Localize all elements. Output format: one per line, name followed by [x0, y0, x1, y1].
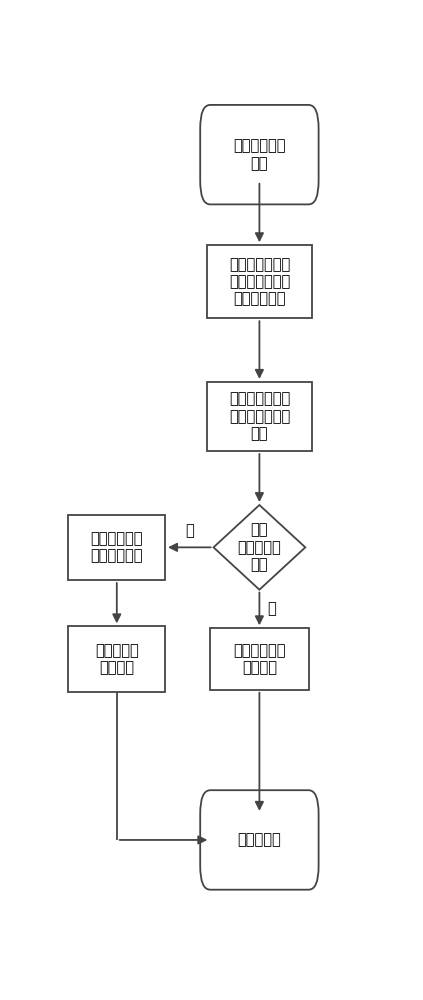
- Text: 扫描车牌图像，
识别其车牌号，
并编码成数据: 扫描车牌图像， 识别其车牌号， 并编码成数据: [229, 257, 290, 307]
- Text: 验证
是否为注册
车辆: 验证 是否为注册 车辆: [238, 522, 281, 572]
- Text: 否: 否: [185, 523, 194, 538]
- Text: 开启闸道机并
存储数据: 开启闸道机并 存储数据: [233, 643, 286, 675]
- Text: 是: 是: [268, 601, 276, 616]
- Text: 等待人工开
启道闸机: 等待人工开 启道闸机: [95, 643, 139, 675]
- Bar: [207, 382, 312, 451]
- Bar: [207, 245, 312, 318]
- FancyBboxPatch shape: [200, 790, 319, 890]
- FancyBboxPatch shape: [200, 105, 319, 204]
- Bar: [210, 628, 309, 690]
- Text: 将数据传输至服
务器进行验证、
存储: 将数据传输至服 务器进行验证、 存储: [229, 392, 290, 441]
- Text: 驶进高速路: 驶进高速路: [238, 832, 281, 847]
- Text: 车辆驶入高速
路口: 车辆驶入高速 路口: [233, 138, 286, 171]
- Polygon shape: [214, 505, 305, 590]
- Bar: [69, 626, 165, 692]
- Text: 闭合闸道机并
发送本地指令: 闭合闸道机并 发送本地指令: [91, 531, 143, 564]
- Bar: [69, 515, 165, 580]
